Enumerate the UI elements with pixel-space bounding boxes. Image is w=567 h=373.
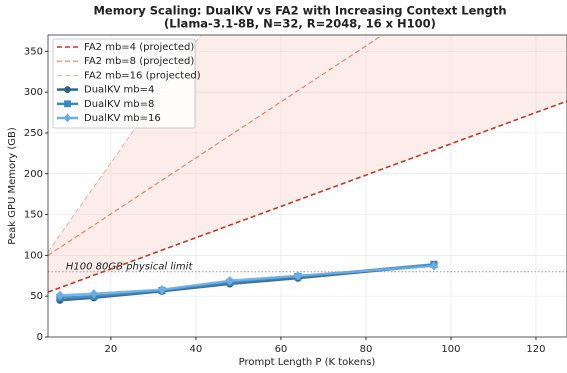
x-tick-label: 120 xyxy=(526,344,545,355)
y-tick-label: 150 xyxy=(24,210,43,221)
legend-label: DualKV mb=4 xyxy=(84,85,154,96)
x-tick-label: 40 xyxy=(190,344,203,355)
legend-label: DualKV mb=16 xyxy=(84,113,161,124)
reference-label: H100 80GB physical limit xyxy=(66,262,194,273)
marker xyxy=(63,113,72,123)
series-line xyxy=(59,263,435,302)
x-tick-label: 100 xyxy=(441,344,460,355)
y-tick-label: 0 xyxy=(37,332,43,343)
axes: 20 40 60 80 100 120 0 50 100 150 200 250 300 350 xyxy=(24,46,546,355)
projection-line xyxy=(48,100,567,293)
marker xyxy=(64,86,71,93)
marker xyxy=(225,275,234,286)
y-tick-label: 250 xyxy=(24,128,43,139)
y-tick-label: 200 xyxy=(24,169,43,180)
marker xyxy=(64,100,71,108)
series-line xyxy=(59,264,435,297)
legend-label: FA2 mb=8 (projected) xyxy=(84,56,194,67)
marker xyxy=(429,261,438,271)
chart-subtitle: (Llama-3.1-8B, N=32, R=2048, 16 x H100) xyxy=(164,17,436,31)
marker xyxy=(157,284,166,295)
y-tick-label: 300 xyxy=(24,87,43,98)
y-tick-label: 50 xyxy=(30,291,43,302)
marker xyxy=(293,271,302,281)
legend-label: DualKV mb=8 xyxy=(84,99,154,110)
x-tick-label: 60 xyxy=(275,344,288,355)
x-tick-label: 80 xyxy=(360,344,373,355)
marker xyxy=(55,290,64,301)
plot-frame xyxy=(47,34,567,338)
x-tick-label: 20 xyxy=(105,344,118,355)
x-axis-label: Prompt Length P (K tokens) xyxy=(239,357,376,368)
legend: FA2 mb=4 (projected) FA2 mb=8 (projected)… xyxy=(52,38,201,129)
y-tick-label: 350 xyxy=(24,46,43,57)
legend-label: FA2 mb=4 (projected) xyxy=(84,42,194,53)
legend-box xyxy=(52,38,196,129)
chart-title: Memory Scaling: DualKV vs FA2 with Incre… xyxy=(93,4,506,18)
legend-label: FA2 mb=16 (projected) xyxy=(84,70,201,81)
marker xyxy=(89,288,98,299)
y-axis-label: Peak GPU Memory (GB) xyxy=(7,127,18,245)
y-tick-label: 100 xyxy=(24,250,43,261)
